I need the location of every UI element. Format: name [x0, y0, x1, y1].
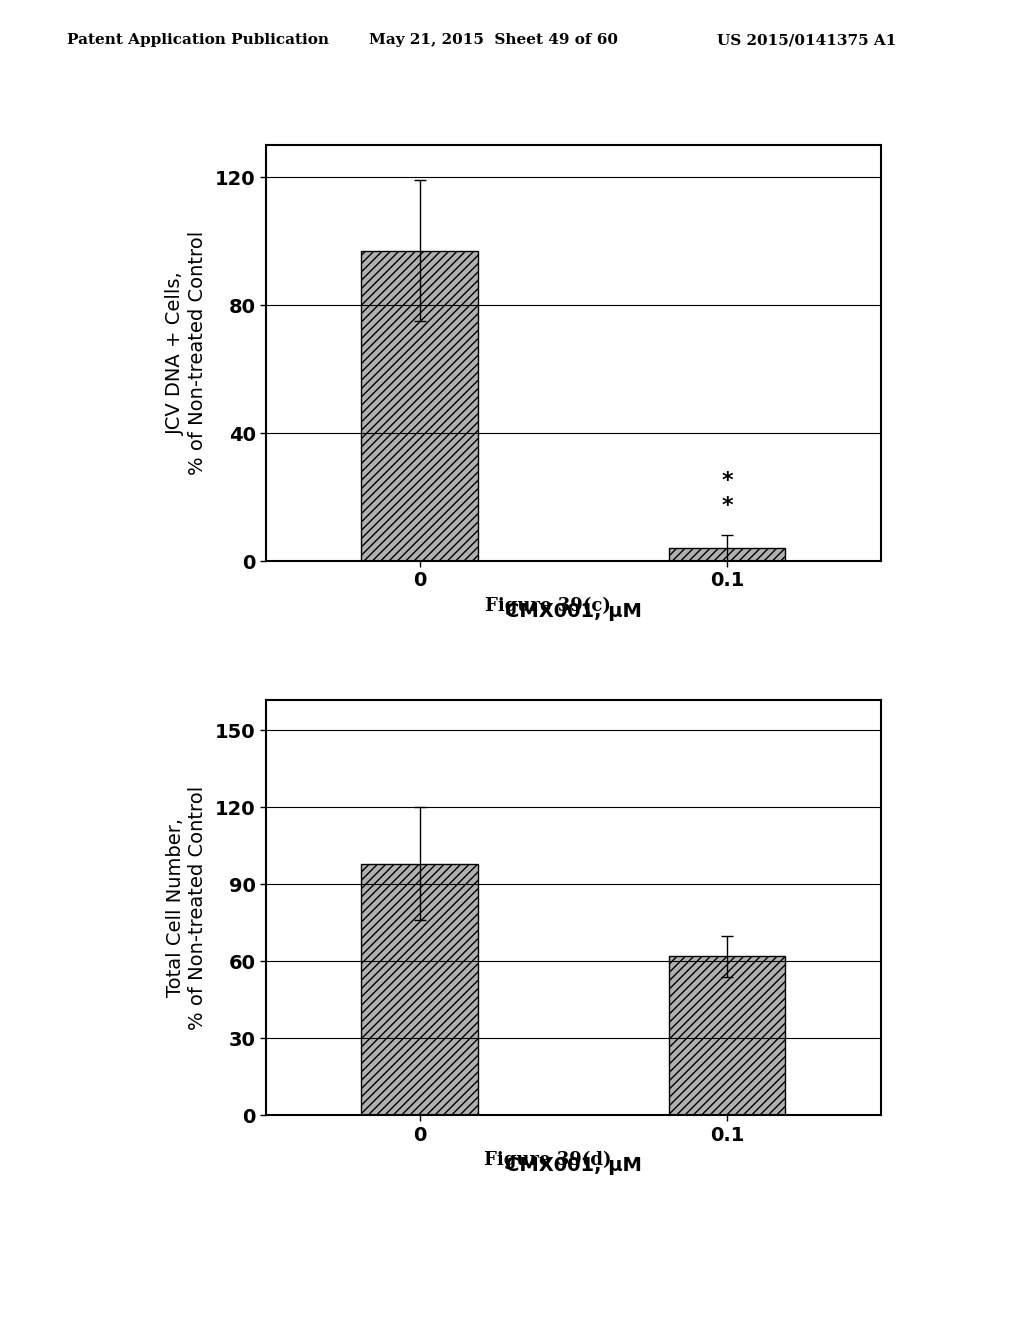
Text: Figure 39(c): Figure 39(c) [485, 597, 610, 615]
X-axis label: CMX001, μM: CMX001, μM [505, 602, 642, 620]
Text: US 2015/0141375 A1: US 2015/0141375 A1 [717, 33, 896, 48]
Bar [361, 251, 478, 561]
Text: Patent Application Publication: Patent Application Publication [67, 33, 329, 48]
Y-axis label: JCV DNA + Cells,
% of Non-treated Control: JCV DNA + Cells, % of Non-treated Contro… [166, 231, 207, 475]
Y-axis label: Total Cell Number,
% of Non-treated Control: Total Cell Number, % of Non-treated Cont… [166, 785, 207, 1030]
Text: *: * [721, 496, 733, 516]
Text: Figure 39(d): Figure 39(d) [484, 1151, 611, 1170]
Text: *: * [721, 471, 733, 491]
Bar [361, 863, 478, 1115]
Bar [669, 548, 785, 561]
X-axis label: CMX001, μM: CMX001, μM [505, 1156, 642, 1175]
Text: May 21, 2015  Sheet 49 of 60: May 21, 2015 Sheet 49 of 60 [369, 33, 617, 48]
Bar [669, 956, 785, 1115]
